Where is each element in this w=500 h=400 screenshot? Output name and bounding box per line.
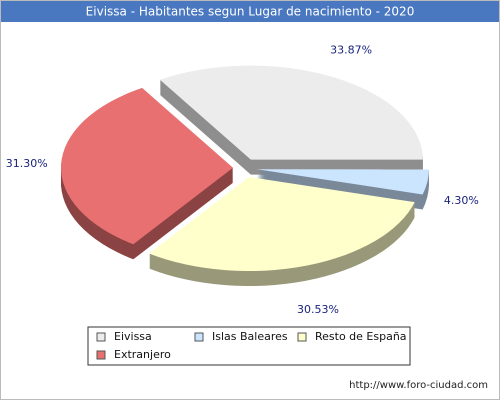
slice: [61, 87, 234, 245]
legend-swatch: [96, 332, 106, 342]
value-label: 33.87%: [330, 43, 372, 56]
source: http://www.foro-ciudad.com: [349, 380, 488, 391]
slice-group: [159, 65, 423, 175]
legend-label: Extranjero: [114, 348, 171, 361]
title-bar: [1, 1, 499, 22]
legend-label: Resto de España: [315, 330, 407, 343]
legend-label: Eivissa: [114, 330, 152, 343]
value-label: 30.53%: [297, 303, 339, 316]
legend-swatch: [297, 332, 307, 342]
legend-swatch: [194, 332, 204, 342]
slice-group: [61, 87, 234, 260]
slice: [256, 169, 429, 195]
chart-title: Eivissa - Habitantes segun Lugar de naci…: [86, 5, 415, 19]
value-label: 4.30%: [444, 194, 479, 207]
slice: [149, 177, 415, 272]
legend-box: [87, 326, 411, 366]
slice: [159, 65, 423, 160]
legend-label: Islas Baleares: [212, 330, 288, 343]
legend-swatch: [96, 350, 106, 360]
value-label: 31.30%: [6, 157, 48, 170]
slice-group: [149, 177, 415, 287]
